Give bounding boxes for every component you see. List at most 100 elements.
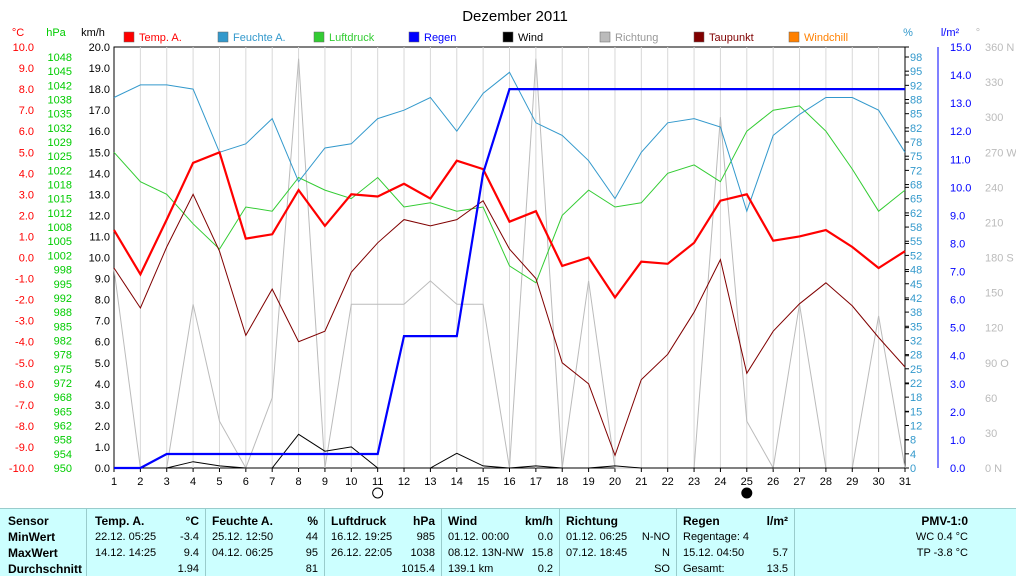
tick-label-pressure: 978	[54, 350, 72, 362]
tick-label-temp: 4.0	[19, 168, 34, 180]
tick-label-temp: 6.0	[19, 126, 34, 138]
tick-label-rain: 5.0	[950, 323, 965, 335]
tick-label-rain: 12.0	[950, 126, 971, 138]
stats-temp-min-time: 22.12. 05:25	[95, 531, 157, 543]
tick-label-temp: 2.0	[19, 210, 34, 222]
stats-pressure-max: 1038	[410, 547, 435, 559]
tick-label-pressure: 975	[54, 364, 72, 376]
tick-label-direction: 360 N	[985, 42, 1014, 54]
x-tick-label: 11	[372, 476, 383, 488]
tick-label-temp: 10.0	[13, 42, 34, 54]
stats-rain-total-label: Gesamt:	[683, 563, 725, 575]
x-tick-label: 1	[111, 476, 117, 488]
tick-label-direction: 270 W	[985, 147, 1016, 159]
tick-label-wind: 3.0	[95, 400, 110, 412]
tick-label-direction: 120	[985, 323, 1003, 335]
tick-label-pressure: 972	[54, 378, 72, 390]
stats-humidity-max: 95	[305, 547, 318, 559]
tick-label-pressure: 992	[54, 293, 72, 305]
tick-label-wind: 9.0	[95, 274, 110, 286]
tick-label-humidity: 48	[910, 265, 922, 277]
tick-label-temp: 5.0	[19, 147, 34, 159]
tick-label-pressure: 1008	[48, 222, 72, 234]
tick-label-humidity: 25	[910, 364, 922, 376]
tick-label-pressure: 985	[54, 321, 72, 333]
tick-label-direction: 60	[985, 393, 997, 405]
tick-label-humidity: 8	[910, 435, 916, 447]
tick-label-humidity: 95	[910, 66, 922, 78]
stats-temp-max: 9.4	[183, 547, 199, 559]
stats-temp-title: Temp. A.	[95, 514, 145, 528]
tick-label-rain: 1.0	[950, 435, 965, 447]
tick-label-wind: 8.0	[95, 295, 110, 307]
stats-humidity-unit: %	[307, 514, 318, 528]
tick-label-humidity: 4	[910, 449, 916, 461]
stats-wind-min-time: 01.12. 00:00	[448, 531, 510, 543]
x-tick-label: 7	[269, 476, 275, 488]
tick-label-wind: 15.0	[89, 147, 110, 159]
stats-row-min: MinWert	[8, 530, 56, 544]
stats-rain-unit: l/m²	[766, 514, 788, 528]
legend-label: Feuchte A.	[233, 32, 286, 44]
legend-swatch	[502, 31, 514, 43]
tick-label-pressure: 1015	[48, 194, 72, 206]
stats-rain-total: 13.5	[766, 563, 788, 575]
tick-label-humidity: 92	[910, 80, 922, 92]
tick-label-humidity: 22	[910, 378, 922, 390]
tick-label-rain: 10.0	[950, 182, 971, 194]
x-tick-label: 21	[635, 476, 647, 488]
tick-label-humidity: 18	[910, 392, 922, 404]
legend-label: Richtung	[615, 32, 658, 44]
statistics-panel: Sensor MinWert MaxWert Durchschnitt Temp…	[0, 508, 1016, 576]
legend-swatch	[693, 31, 705, 43]
axes: 10.09.08.07.06.05.04.03.02.01.00.0-1.0-2…	[9, 42, 1016, 488]
tick-label-temp: 0.0	[19, 253, 34, 265]
tick-label-temp: -2.0	[15, 295, 34, 307]
tick-label-wind: 18.0	[89, 84, 110, 96]
stats-pmv-dewpoint: TP -3.8 °C	[916, 547, 968, 559]
stats-direction-title: Richtung	[566, 514, 618, 528]
tick-label-humidity: 35	[910, 321, 922, 333]
tick-label-rain: 9.0	[950, 210, 965, 222]
tick-label-temp: 3.0	[19, 189, 34, 201]
legend-label: Regen	[424, 32, 456, 44]
chart-title: Dezember 2011	[462, 8, 568, 25]
stats-pressure-min: 985	[416, 531, 435, 543]
unit-label-temp: °C	[12, 27, 24, 39]
stats-row-max: MaxWert	[8, 546, 58, 560]
stats-temp-unit: °C	[185, 514, 199, 528]
stats-temp: Temp. A. °C 22.12. 05:25 -3.4 14.12. 14:2…	[87, 509, 206, 576]
tick-label-pressure: 1032	[48, 123, 72, 135]
stats-wind: Wind km/h 01.12. 00:00 0.0 08.12. 13N-NW 1…	[442, 509, 560, 576]
series	[113, 58, 906, 470]
tick-label-humidity: 75	[910, 151, 922, 163]
stats-wind-distance: 139.1 km	[448, 563, 494, 575]
series-line-temp-a-	[113, 150, 906, 300]
tick-label-humidity: 38	[910, 307, 922, 319]
stats-sensor-title: Sensor	[8, 514, 49, 528]
tick-label-pressure: 958	[54, 435, 72, 447]
unit-label-wind: km/h	[81, 27, 105, 39]
stats-pressure-min-time: 16.12. 19:25	[331, 531, 393, 543]
tick-label-humidity: 28	[910, 350, 922, 362]
tick-label-temp: 8.0	[19, 84, 34, 96]
tick-label-wind: 1.0	[95, 442, 110, 454]
x-tick-label: 27	[793, 476, 805, 488]
series-line-wind	[114, 433, 905, 469]
unit-label-pressure: hPa	[46, 27, 66, 39]
stats-wind-unit: km/h	[524, 514, 553, 528]
tick-label-rain: 3.0	[950, 379, 965, 391]
stats-pressure-title: Luftdruck	[331, 514, 387, 528]
tick-label-humidity: 62	[910, 208, 922, 220]
stats-wind-max: 15.8	[531, 547, 553, 559]
tick-label-wind: 14.0	[89, 168, 110, 180]
tick-label-pressure: 1045	[48, 66, 72, 78]
tick-label-wind: 19.0	[89, 63, 110, 75]
tick-label-temp: 9.0	[19, 63, 34, 75]
tick-label-rain: 8.0	[950, 238, 965, 250]
tick-label-rain: 11.0	[950, 154, 971, 166]
tick-label-direction: 240	[985, 182, 1003, 194]
tick-label-humidity: 65	[910, 194, 922, 206]
tick-label-humidity: 82	[910, 123, 922, 135]
tick-label-humidity: 52	[910, 250, 922, 262]
